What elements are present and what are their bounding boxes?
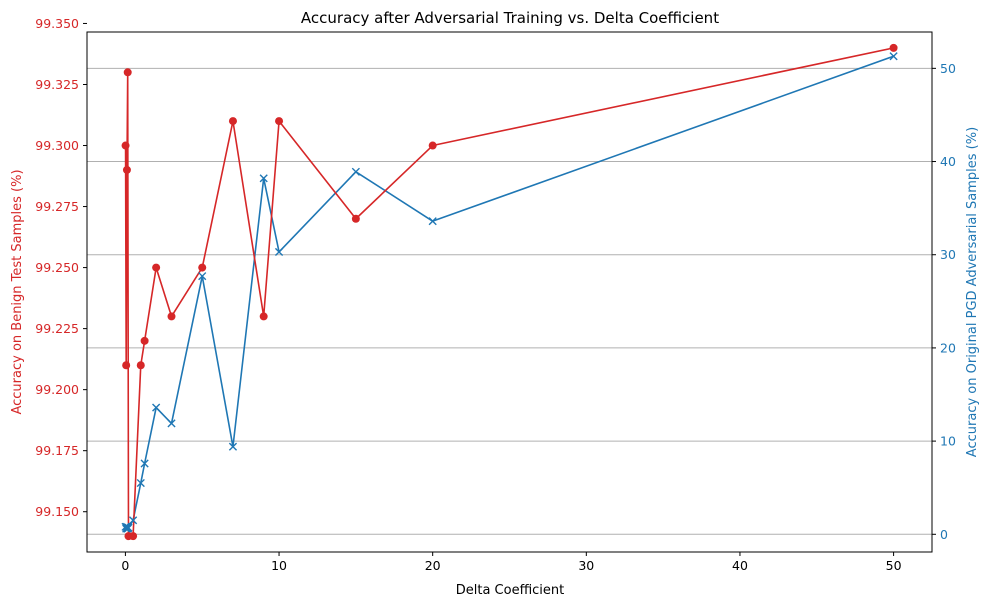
- right-tick-label: 10: [940, 434, 956, 449]
- x-axis-ticks: 0 10 20 30 40 50: [121, 552, 902, 573]
- left-tick-label: 99.225: [35, 321, 79, 336]
- x-tick-label: 10: [271, 558, 287, 573]
- benign-accuracy-point: [122, 165, 131, 174]
- left-tick-label: 99.200: [35, 382, 79, 397]
- benign-accuracy-point: [275, 117, 284, 126]
- x-tick-label: 30: [578, 558, 594, 573]
- benign-accuracy-point: [140, 336, 149, 345]
- pgd-accuracy-point: [351, 167, 360, 176]
- right-tick-label: 50: [940, 61, 956, 76]
- benign-accuracy-point: [351, 214, 360, 223]
- right-axis-ticks: 0 10 20 30 40 50: [932, 61, 956, 542]
- benign-accuracy-point: [167, 312, 176, 321]
- pgd-accuracy-point: [228, 442, 238, 451]
- right-tick-label: 30: [940, 247, 956, 262]
- right-axis-label: Accuracy on Original PGD Adversarial Sam…: [965, 127, 980, 457]
- benign-accuracy-line: [124, 47, 894, 537]
- gridlines: [87, 67, 932, 535]
- left-tick-label: 99.350: [35, 16, 79, 31]
- left-tick-label: 99.250: [35, 260, 79, 275]
- pgd-accuracy-point: [140, 459, 149, 468]
- pgd-accuracy-point: [167, 419, 176, 428]
- x-tick-label: 50: [886, 558, 902, 573]
- benign-accuracy-point: [123, 68, 132, 77]
- x-axis-label: Delta Coefficient: [456, 583, 565, 598]
- left-tick-label: 99.325: [35, 77, 79, 92]
- plot-frame: [86, 31, 933, 553]
- pgd-accuracy-point: [274, 247, 284, 257]
- series-lines: [124, 47, 894, 537]
- benign-accuracy-point: [136, 361, 145, 370]
- benign-accuracy-point: [889, 43, 898, 52]
- pgd-accuracy-line: [124, 55, 894, 530]
- benign-accuracy-point: [121, 141, 130, 150]
- pgd-accuracy-point: [136, 478, 145, 488]
- left-axis-ticks: 99.150 99.175 99.200 99.225 99.250 99.275 99.3…: [35, 16, 87, 519]
- right-tick-label: 40: [940, 154, 956, 169]
- pgd-accuracy-point: [122, 524, 131, 533]
- pgd-accuracy-point: [124, 523, 133, 532]
- left-tick-label: 99.175: [35, 443, 79, 458]
- left-tick-label: 99.150: [35, 504, 79, 519]
- x-tick-label: 20: [425, 558, 441, 573]
- left-tick-label: 99.275: [35, 199, 79, 214]
- x-tick-label: 40: [732, 558, 748, 573]
- pgd-accuracy-point: [198, 272, 207, 281]
- left-tick-label: 99.300: [35, 138, 79, 153]
- benign-accuracy-point: [259, 312, 268, 321]
- benign-accuracy-point: [198, 263, 207, 272]
- benign-accuracy-point: [228, 117, 237, 126]
- x-tick-label: 0: [121, 558, 129, 573]
- pgd-accuracy-point: [259, 174, 268, 183]
- chart-title: Accuracy after Adversarial Training vs. …: [301, 9, 719, 27]
- pgd-accuracy-point: [428, 217, 437, 226]
- pgd-accuracy-point: [152, 403, 161, 412]
- pgd-accuracy-point: [889, 52, 898, 61]
- benign-accuracy-point: [428, 141, 437, 150]
- right-tick-label: 20: [940, 340, 956, 355]
- series-markers: [121, 43, 898, 541]
- right-tick-label: 0: [940, 527, 948, 542]
- pgd-accuracy-point: [128, 516, 138, 525]
- benign-accuracy-point: [152, 263, 161, 272]
- benign-accuracy-point: [122, 361, 131, 370]
- left-axis-label: Accuracy on Benign Test Samples (%): [10, 169, 25, 414]
- benign-accuracy-point: [129, 532, 138, 541]
